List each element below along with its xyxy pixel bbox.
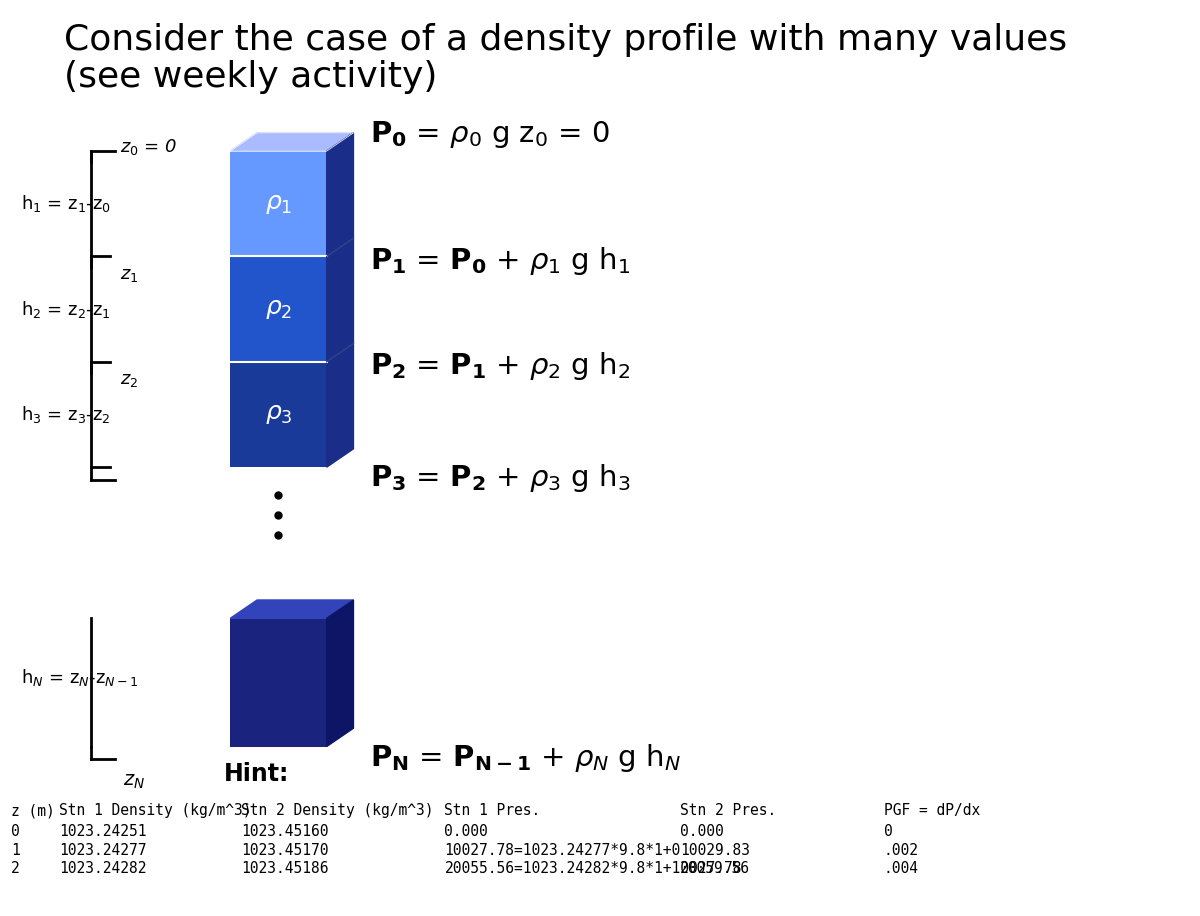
Polygon shape — [230, 600, 354, 618]
Text: $\mathbf{P_3}$ = $\mathbf{P_2}$ + $\rho_3$ g h$_3$: $\mathbf{P_3}$ = $\mathbf{P_2}$ + $\rho_… — [370, 463, 630, 494]
Text: 1023.24277: 1023.24277 — [59, 843, 146, 857]
Text: Stn 2 Pres.: Stn 2 Pres. — [680, 803, 776, 818]
Text: $\mathbf{P_0}$ = $\rho_0$ g z$_0$ = 0: $\mathbf{P_0}$ = $\rho_0$ g z$_0$ = 0 — [370, 119, 610, 150]
Bar — [230, 362, 326, 467]
Text: 0.000: 0.000 — [680, 824, 724, 839]
Text: z$_1$: z$_1$ — [120, 266, 138, 284]
Text: 20055.56=1023.24282*9.8*1+10027.78: 20055.56=1023.24282*9.8*1+10027.78 — [444, 861, 742, 876]
Text: h$_1$ = z$_1$-z$_0$: h$_1$ = z$_1$-z$_0$ — [22, 193, 112, 214]
Text: 0: 0 — [11, 824, 19, 839]
Text: $\rho_1$: $\rho_1$ — [265, 191, 292, 216]
Text: .004: .004 — [883, 861, 919, 876]
Text: 2: 2 — [11, 861, 19, 876]
Text: h$_2$ = z$_2$-z$_1$: h$_2$ = z$_2$-z$_1$ — [22, 299, 112, 320]
Text: $\mathbf{P_2}$ = $\mathbf{P_1}$ + $\rho_2$ g h$_2$: $\mathbf{P_2}$ = $\mathbf{P_1}$ + $\rho_… — [370, 351, 630, 382]
Bar — [230, 618, 326, 747]
Text: 10029.83: 10029.83 — [680, 843, 750, 857]
Text: $\mathbf{P_1}$ = $\mathbf{P_0}$ + $\rho_1$ g h$_1$: $\mathbf{P_1}$ = $\mathbf{P_0}$ + $\rho_… — [370, 245, 630, 277]
Text: z$_2$: z$_2$ — [120, 371, 138, 389]
Text: 0: 0 — [883, 824, 893, 839]
Bar — [230, 256, 326, 362]
Text: 1023.45160: 1023.45160 — [241, 824, 329, 839]
Text: Stn 1 Pres.: Stn 1 Pres. — [444, 803, 541, 818]
Text: 1023.24251: 1023.24251 — [59, 824, 146, 839]
Text: $z_0$ = 0: $z_0$ = 0 — [120, 137, 178, 158]
Text: $\rho_3$: $\rho_3$ — [265, 402, 293, 427]
Text: 10027.78=1023.24277*9.8*1+0: 10027.78=1023.24277*9.8*1+0 — [444, 843, 680, 857]
Text: Stn 1 Density (kg/m^3): Stn 1 Density (kg/m^3) — [59, 803, 252, 818]
Text: $\mathbf{P_N}$ = $\mathbf{P_{N-1}}$ + $\rho_N$ g h$_N$: $\mathbf{P_N}$ = $\mathbf{P_{N-1}}$ + $\… — [370, 742, 680, 773]
Text: 1023.24282: 1023.24282 — [59, 861, 146, 876]
Text: Consider the case of a density profile with many values: Consider the case of a density profile w… — [65, 23, 1067, 57]
Text: 1023.45186: 1023.45186 — [241, 861, 329, 876]
Bar — [230, 151, 326, 256]
Text: z (m): z (m) — [11, 803, 54, 818]
Text: 20059.56: 20059.56 — [680, 861, 750, 876]
Text: 1023.45170: 1023.45170 — [241, 843, 329, 857]
Text: PGF = dP/dx: PGF = dP/dx — [883, 803, 980, 818]
Polygon shape — [326, 133, 354, 467]
Polygon shape — [230, 133, 354, 151]
Text: 0.000: 0.000 — [444, 824, 488, 839]
Text: $\rho_2$: $\rho_2$ — [265, 297, 292, 322]
Text: (see weekly activity): (see weekly activity) — [65, 60, 438, 93]
Text: z$_N$: z$_N$ — [124, 772, 145, 791]
Text: .002: .002 — [883, 843, 919, 857]
Text: 1: 1 — [11, 843, 19, 857]
Text: h$_N$ = z$_N$-z$_{N-1}$: h$_N$ = z$_N$-z$_{N-1}$ — [22, 668, 139, 688]
Text: h$_3$ = z$_3$-z$_2$: h$_3$ = z$_3$-z$_2$ — [22, 404, 112, 425]
Text: Stn 2 Density (kg/m^3): Stn 2 Density (kg/m^3) — [241, 803, 433, 818]
Text: Hint:: Hint: — [224, 762, 289, 786]
Polygon shape — [326, 600, 354, 747]
